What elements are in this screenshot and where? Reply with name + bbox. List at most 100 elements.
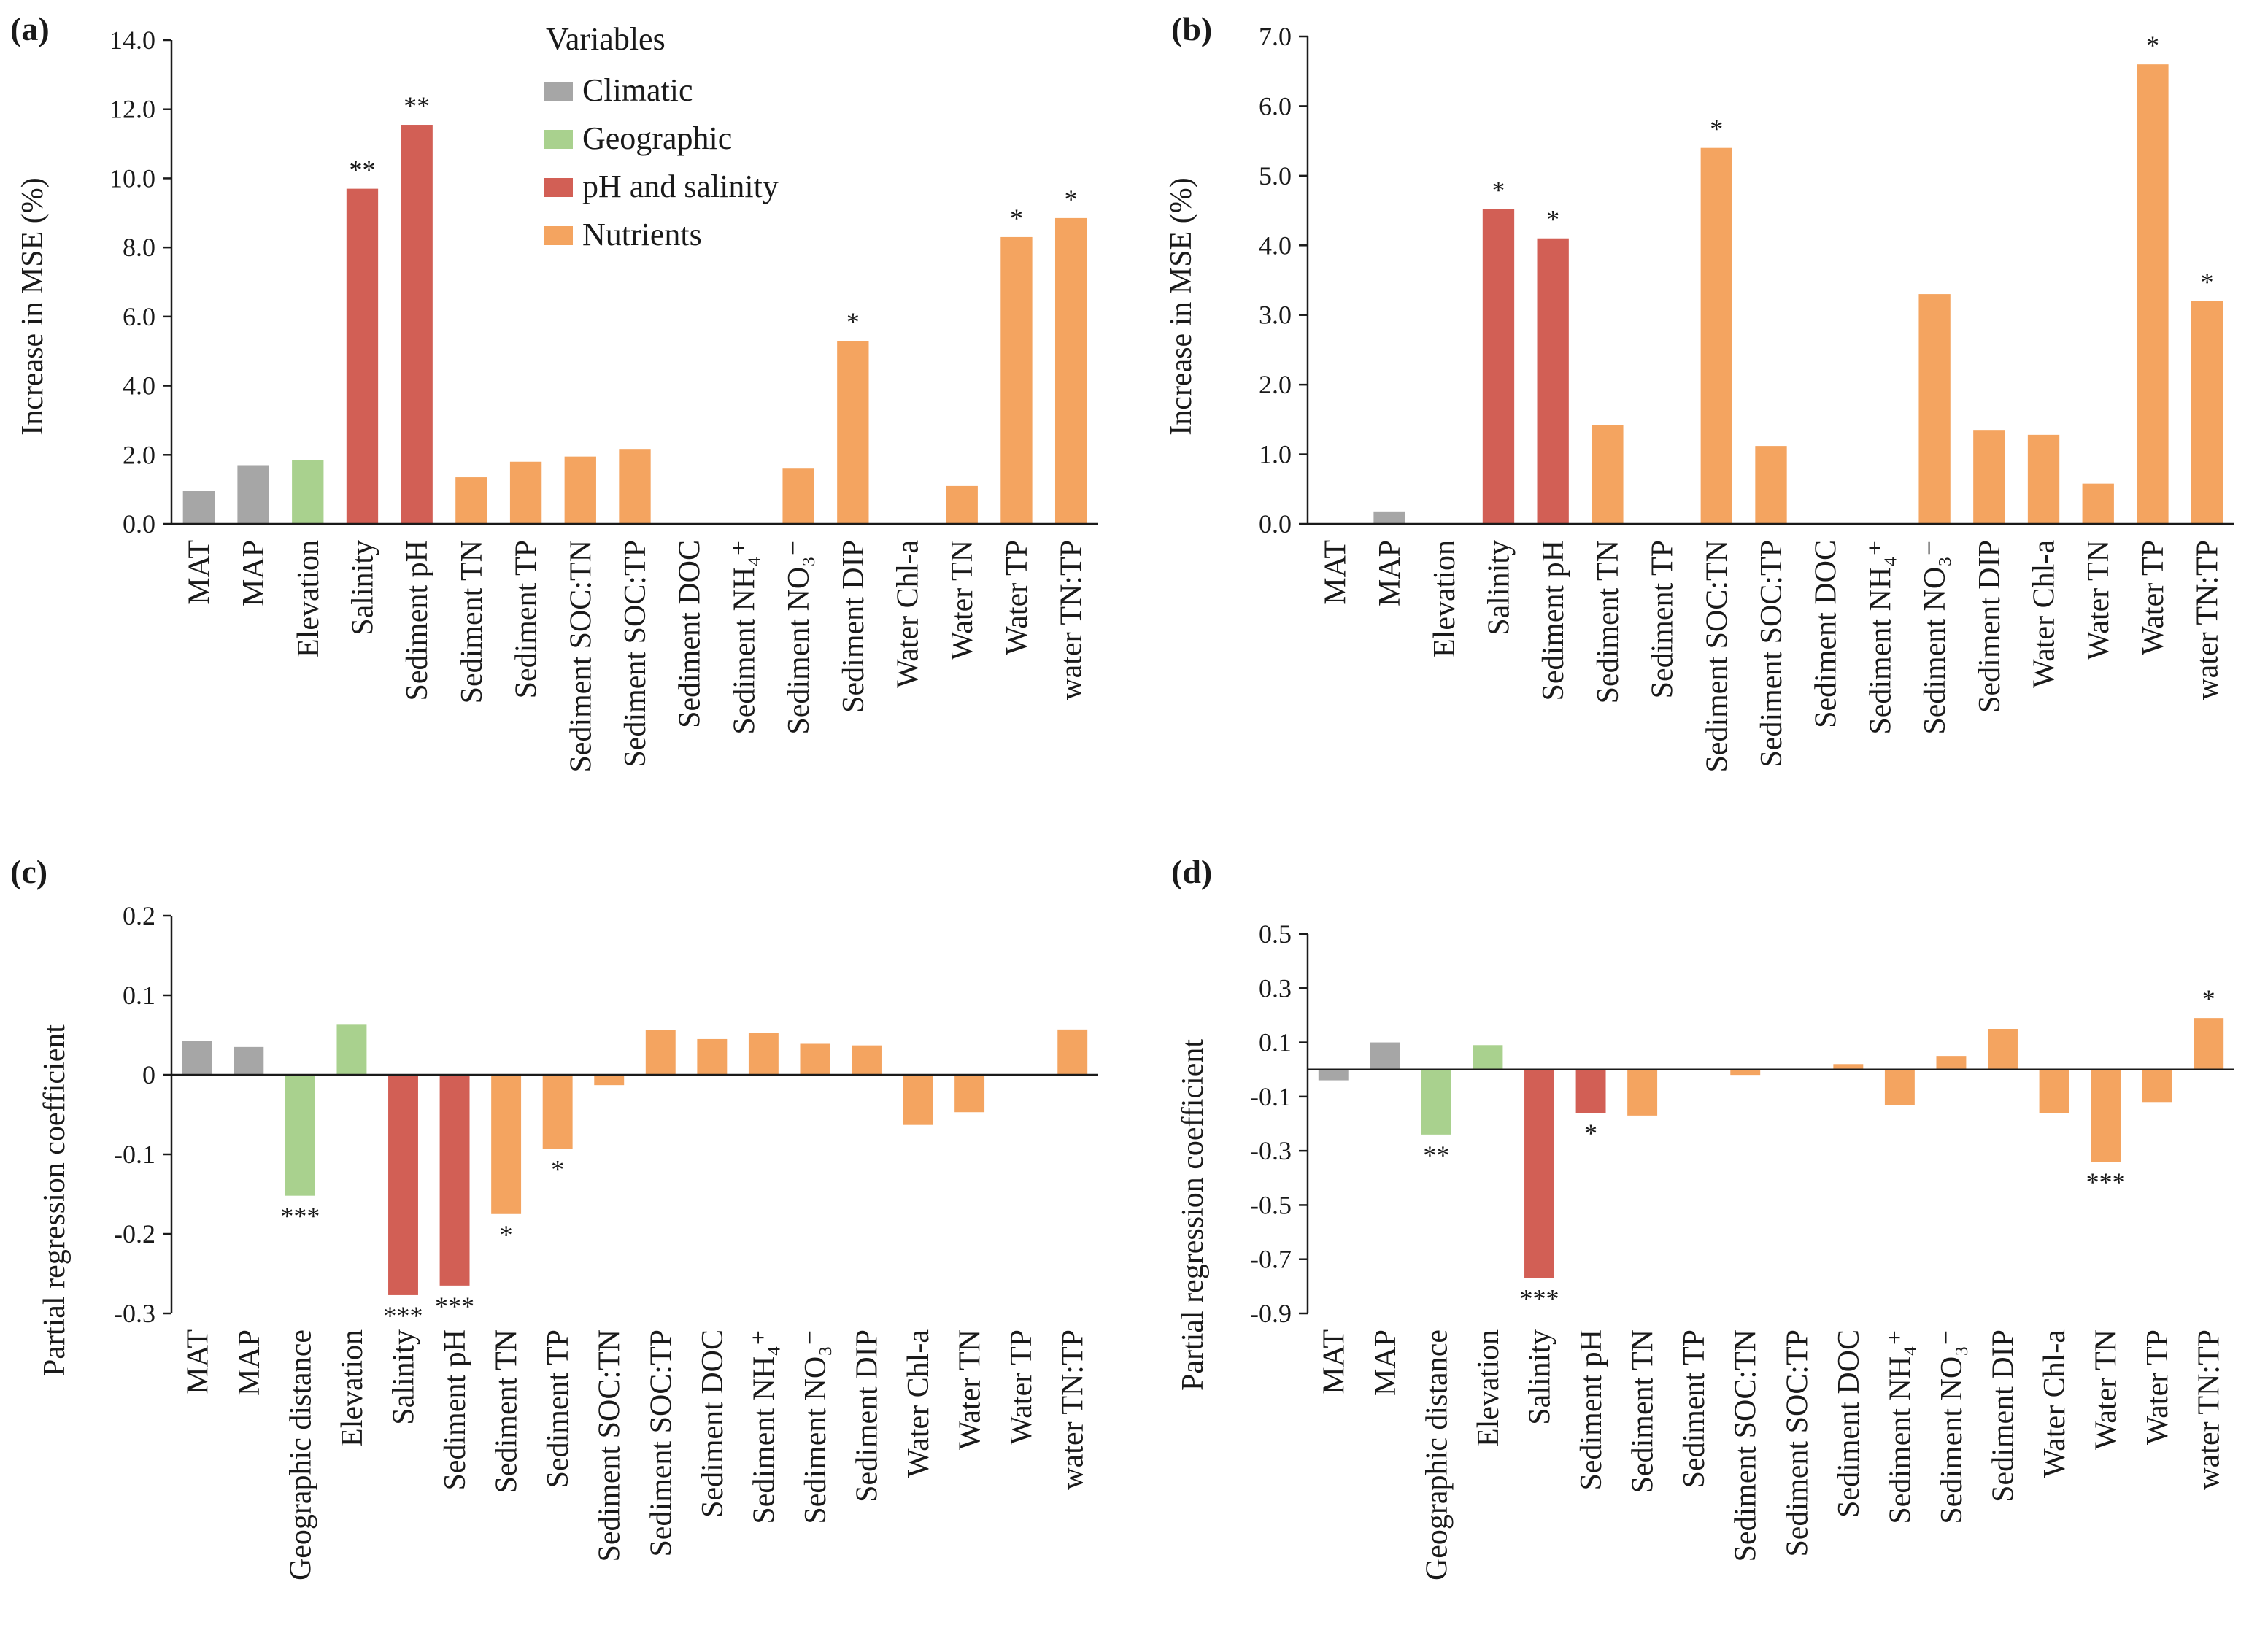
category-label-b-water-tn: Water TN — [2082, 540, 2115, 660]
bar-b-sediment-no — [1918, 294, 1951, 524]
bar-d-sediment-nh — [1884, 1069, 1915, 1105]
bar-d-water-tn-tp — [2194, 1018, 2224, 1070]
category-label-c-geographic-distance: Geographic distance — [284, 1329, 317, 1580]
bar-c-sediment-ph — [439, 1075, 470, 1286]
bar-a-elevation — [292, 460, 324, 524]
bar-b-sediment-soc-tn — [1700, 147, 1732, 524]
category-label-d-geographic-distance: Geographic distance — [1420, 1329, 1454, 1580]
category-label-d-sediment-nh: Sediment NH₄⁺ — [1883, 1329, 1917, 1524]
bar-a-water-tn — [946, 485, 978, 524]
category-label-b-water-tp: Water TP — [2137, 540, 2170, 655]
category-label-c-sediment-no: Sediment NO₃⁻ — [799, 1329, 833, 1524]
significance-c-sediment-tp: * — [551, 1154, 564, 1184]
y-tick-label-c: 0 — [142, 1060, 155, 1089]
y-tick-label-b: 7.0 — [1259, 22, 1292, 51]
category-label-b-map: MAP — [1373, 540, 1407, 606]
category-label-a-elevation: Elevation — [292, 540, 325, 657]
y-tick-label-d: -0.7 — [1250, 1245, 1292, 1274]
legend: Variables Climatic Geographic pH and sal… — [544, 21, 779, 252]
significance-a-sediment-dip: * — [846, 307, 860, 336]
bar-c-sediment-soc-tp — [645, 1030, 676, 1075]
panel-d: (d) Partial regression coefficient -0.9 -0.… — [1171, 853, 2234, 1580]
bar-c-sediment-tn — [491, 1075, 522, 1214]
bar-b-water-tp — [2137, 64, 2169, 524]
category-label-d-sediment-ph: Sediment pH — [1575, 1329, 1608, 1490]
category-label-a-sediment-dip: Sediment DIP — [837, 540, 871, 713]
category-label-c-sediment-dip: Sediment DIP — [851, 1329, 884, 1502]
significance-c-salinity: *** — [384, 1301, 423, 1330]
category-label-d-sediment-doc: Sediment DOC — [1832, 1329, 1866, 1518]
panel-label-b: (b) — [1171, 10, 1212, 47]
bar-c-sediment-doc — [697, 1038, 728, 1075]
category-label-a-sediment-tn: Sediment TN — [455, 540, 489, 703]
panel-label-c: (c) — [10, 853, 47, 890]
legend-label-nutrients: Nutrients — [582, 217, 702, 252]
category-label-a-water-tn-tp: water TN:TP — [1055, 540, 1089, 700]
bar-d-water-chl-a — [2039, 1069, 2069, 1113]
category-label-b-salinity: Salinity — [1482, 540, 1516, 636]
bar-c-sediment-tp — [542, 1075, 573, 1149]
significance-b-sediment-ph: * — [1546, 205, 1559, 234]
category-label-c-elevation: Elevation — [336, 1329, 369, 1447]
category-label-b-sediment-soc-tp: Sediment SOC:TP — [1755, 540, 1789, 768]
y-tick-label-a: 4.0 — [123, 371, 155, 401]
y-tick-label-b: 5.0 — [1259, 161, 1292, 190]
category-label-a-map: MAP — [237, 540, 271, 606]
category-label-b-sediment-doc: Sediment DOC — [1810, 540, 1843, 728]
y-axis-title-b: Increase in MSE (%) — [1165, 177, 1198, 435]
significance-b-water-tp: * — [2146, 31, 2159, 60]
category-label-c-sediment-soc-tp: Sediment SOC:TP — [644, 1329, 678, 1557]
y-tick-label-a: 14.0 — [109, 26, 155, 55]
y-tick-label-d: -0.5 — [1250, 1190, 1292, 1219]
significance-d-water-tn-tp: * — [2202, 984, 2215, 1014]
bar-d-map — [1370, 1042, 1400, 1070]
category-label-b-sediment-ph: Sediment pH — [1537, 540, 1570, 700]
bar-d-elevation — [1473, 1045, 1503, 1070]
legend-label-geographic: Geographic — [582, 120, 732, 156]
category-label-d-water-tn: Water TN — [2090, 1329, 2123, 1450]
significance-c-geographic-distance: *** — [280, 1202, 320, 1231]
bar-a-water-tp — [1000, 236, 1033, 524]
category-label-c-sediment-tp: Sediment TP — [541, 1329, 575, 1488]
bar-a-sediment-soc-tn — [564, 456, 596, 524]
bar-b-water-tn-tp — [2191, 301, 2223, 524]
y-tick-label-b: 2.0 — [1259, 370, 1292, 399]
category-label-a-sediment-soc-tn: Sediment SOC:TN — [564, 540, 598, 773]
significance-a-sediment-ph: ** — [404, 91, 430, 120]
legend-swatch-climatic — [544, 82, 573, 101]
category-label-d-sediment-dip: Sediment DIP — [1987, 1329, 2021, 1502]
legend-title: Variables — [546, 21, 666, 57]
bar-b-sediment-soc-tp — [1755, 446, 1787, 524]
category-label-b-sediment-nh: Sediment NH₄⁺ — [1864, 540, 1897, 735]
bar-c-sediment-no — [800, 1043, 830, 1075]
y-tick-label-b: 4.0 — [1259, 231, 1292, 260]
category-label-c-water-chl-a: Water Chl-a — [902, 1329, 936, 1478]
bar-c-water-tn-tp — [1057, 1029, 1088, 1075]
category-label-a-water-tn: Water TN — [946, 540, 979, 660]
bar-c-map — [234, 1046, 264, 1075]
category-label-c-water-tp: Water TP — [1005, 1329, 1038, 1445]
legend-swatch-geographic — [544, 130, 573, 149]
bar-a-sediment-dip — [837, 341, 869, 524]
bar-d-sediment-tn — [1627, 1069, 1658, 1116]
legend-swatch-nutrients — [544, 226, 573, 245]
significance-b-water-tn-tp: * — [2201, 268, 2214, 297]
y-tick-label-b: 1.0 — [1259, 440, 1292, 469]
bar-c-sediment-soc-tn — [594, 1075, 625, 1086]
y-tick-label-c: -0.1 — [114, 1140, 155, 1169]
y-axis-title-d: Partial regression coefficient — [1176, 1039, 1210, 1391]
significance-d-geographic-distance: ** — [1423, 1140, 1449, 1170]
y-tick-label-b: 6.0 — [1259, 91, 1292, 120]
significance-d-salinity: *** — [1520, 1284, 1559, 1313]
bar-d-sediment-dip — [1988, 1029, 2018, 1070]
bar-c-mat — [182, 1041, 212, 1075]
significance-a-water-tp: * — [1010, 204, 1023, 233]
y-axis-title-a: Increase in MSE (%) — [16, 177, 50, 435]
bar-d-water-tn — [2091, 1069, 2121, 1162]
category-label-a-sediment-tp: Sediment TP — [510, 540, 544, 698]
bar-c-water-chl-a — [903, 1075, 933, 1125]
category-label-d-sediment-soc-tn: Sediment SOC:TN — [1729, 1329, 1763, 1562]
legend-swatch-ph-salinity — [544, 178, 573, 197]
bar-d-water-tp — [2142, 1069, 2172, 1103]
